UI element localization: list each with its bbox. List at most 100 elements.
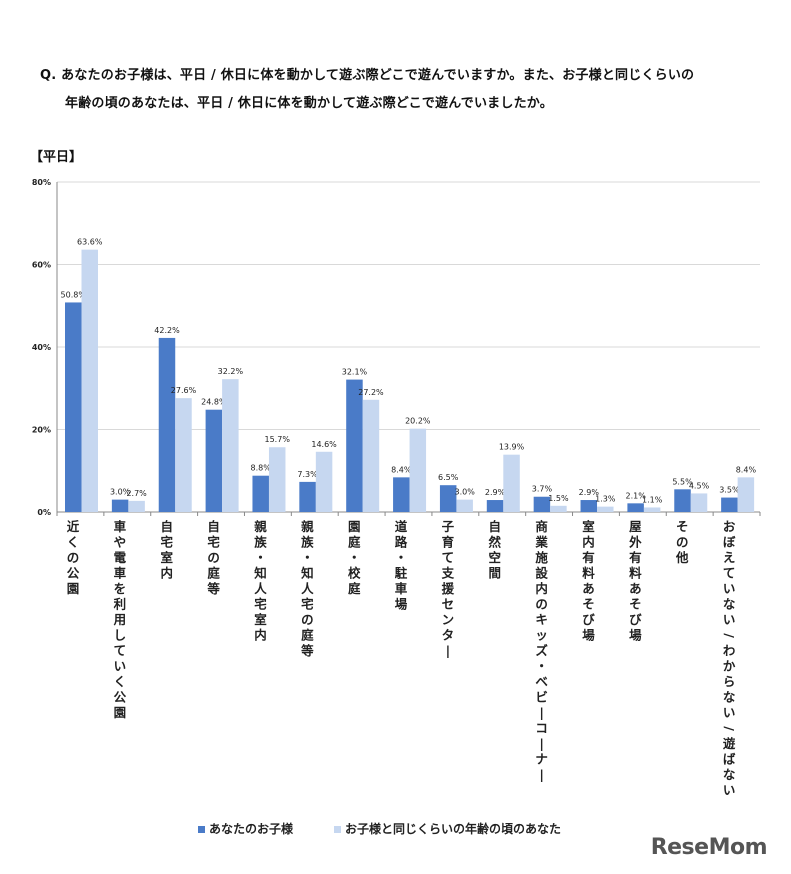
category-label-char: び xyxy=(582,612,595,627)
bar xyxy=(409,428,427,512)
category-label-char: コ xyxy=(535,721,548,736)
category-label-char: 庭 xyxy=(207,566,220,581)
data-label: 27.2% xyxy=(358,388,384,397)
section-label: 【平日】 xyxy=(30,150,83,165)
category-label-char: 利 xyxy=(114,597,127,612)
category-label-char: ン xyxy=(442,612,455,627)
category-label-char: 族 xyxy=(301,535,314,550)
bar xyxy=(299,481,316,512)
category-label-char: 設 xyxy=(535,566,548,581)
category-label-char: 宅 xyxy=(207,535,220,550)
category-label-char: 車 xyxy=(395,581,408,596)
bar xyxy=(533,496,551,512)
bar xyxy=(268,447,286,512)
category-label-char: キ xyxy=(535,612,548,627)
data-label: 1.5% xyxy=(548,494,569,503)
data-label: 63.6% xyxy=(77,238,103,247)
category-label-char: 遊 xyxy=(723,736,736,751)
data-label: 50.8% xyxy=(61,290,87,299)
category-label-char: ・ xyxy=(395,550,408,565)
category-label-char: 子 xyxy=(442,519,455,534)
data-label: 15.7% xyxy=(265,435,291,444)
data-label: 2.1% xyxy=(625,491,646,500)
category-label-char: ッ xyxy=(535,628,548,643)
category-label-char: を xyxy=(114,581,127,596)
category-label-char: | xyxy=(539,736,544,751)
y-tick-label: 60% xyxy=(32,261,51,270)
category-label-char: / xyxy=(722,633,737,638)
category-label-char: 宅 xyxy=(301,597,314,612)
category-label-char: ・ xyxy=(348,550,361,565)
category-label-char: お xyxy=(723,519,736,534)
data-label: 24.8% xyxy=(201,398,227,407)
category-label-char: 園 xyxy=(114,705,127,720)
bar xyxy=(643,507,661,512)
category-label-char: 他 xyxy=(675,550,689,565)
data-label: 3.5% xyxy=(719,486,740,495)
category-label-char: 人 xyxy=(254,581,267,596)
category-label-char: 施 xyxy=(535,550,548,565)
bar xyxy=(362,399,380,512)
data-label: 32.2% xyxy=(218,367,244,376)
category-label-char: 校 xyxy=(348,566,361,581)
category-label-char: 近 xyxy=(67,519,80,534)
category-label-char: 自 xyxy=(207,519,220,534)
category-label-char: の xyxy=(301,612,314,627)
category-label-char: 商 xyxy=(535,519,548,534)
category-label-char: ・ xyxy=(301,550,314,565)
category-label-char: 料 xyxy=(582,566,595,581)
category-label-char: ズ xyxy=(535,643,548,658)
category-label-char: 庭 xyxy=(348,535,361,550)
data-label: 5.5% xyxy=(672,477,693,486)
category-label-char: く xyxy=(67,535,80,550)
category-label-char: 親 xyxy=(301,519,314,534)
bar xyxy=(503,454,520,512)
bar xyxy=(580,500,598,512)
data-label: 1.1% xyxy=(642,495,663,504)
category-label-char: 族 xyxy=(254,535,267,550)
category-label-char: 路 xyxy=(395,535,408,550)
category-label-char: そ xyxy=(629,597,642,612)
bar xyxy=(393,477,410,512)
category-label-char: そ xyxy=(676,519,689,534)
data-label: 7.3% xyxy=(297,470,318,479)
category-label-char: 料 xyxy=(629,566,642,581)
bar xyxy=(737,477,755,512)
category-label-char: の xyxy=(535,597,548,612)
category-label-char: 場 xyxy=(395,597,408,612)
data-label: 32.1% xyxy=(342,368,368,377)
category-label-char: 場 xyxy=(629,628,642,643)
y-tick-label: 0% xyxy=(37,508,51,517)
category-label-char: な xyxy=(723,767,736,782)
category-label-char: 援 xyxy=(442,581,455,596)
category-label-char: い xyxy=(723,612,736,627)
category-label-char: あ xyxy=(629,581,642,596)
bar xyxy=(315,451,333,512)
category-label-char: の xyxy=(67,550,80,565)
category-label-char: 庭 xyxy=(348,581,361,596)
category-label-char: 室 xyxy=(254,612,267,627)
category-label-char: 親 xyxy=(254,519,267,534)
category-label-char: の xyxy=(207,550,220,565)
category-label-char: 人 xyxy=(301,581,314,596)
category-label-char: 自 xyxy=(160,519,173,534)
category-label-char: 内 xyxy=(160,566,173,581)
bar xyxy=(439,485,457,512)
category-label-char: ぼ xyxy=(723,535,736,550)
question-line-2: 年齢の頃のあなたは、平日 / 休日に体を動かして遊ぶ際どこで遊んでいましたか。 xyxy=(65,96,553,111)
data-label: 1.3% xyxy=(595,495,616,504)
y-tick-label: 80% xyxy=(32,178,51,187)
category-label-char: 知 xyxy=(253,566,267,581)
category-label-char: わ xyxy=(723,643,736,658)
category-label-char: ビ xyxy=(535,690,548,705)
category-label-char: ば xyxy=(723,752,736,767)
category-label-char: な xyxy=(723,597,736,612)
category-label-char: 公 xyxy=(114,690,127,705)
category-label-char: 園 xyxy=(348,519,361,534)
category-label-char: あ xyxy=(582,581,595,596)
category-label-char: い xyxy=(723,705,736,720)
data-label: 8.4% xyxy=(391,465,412,474)
data-label: 3.7% xyxy=(532,485,553,494)
y-tick-label: 20% xyxy=(32,426,51,435)
